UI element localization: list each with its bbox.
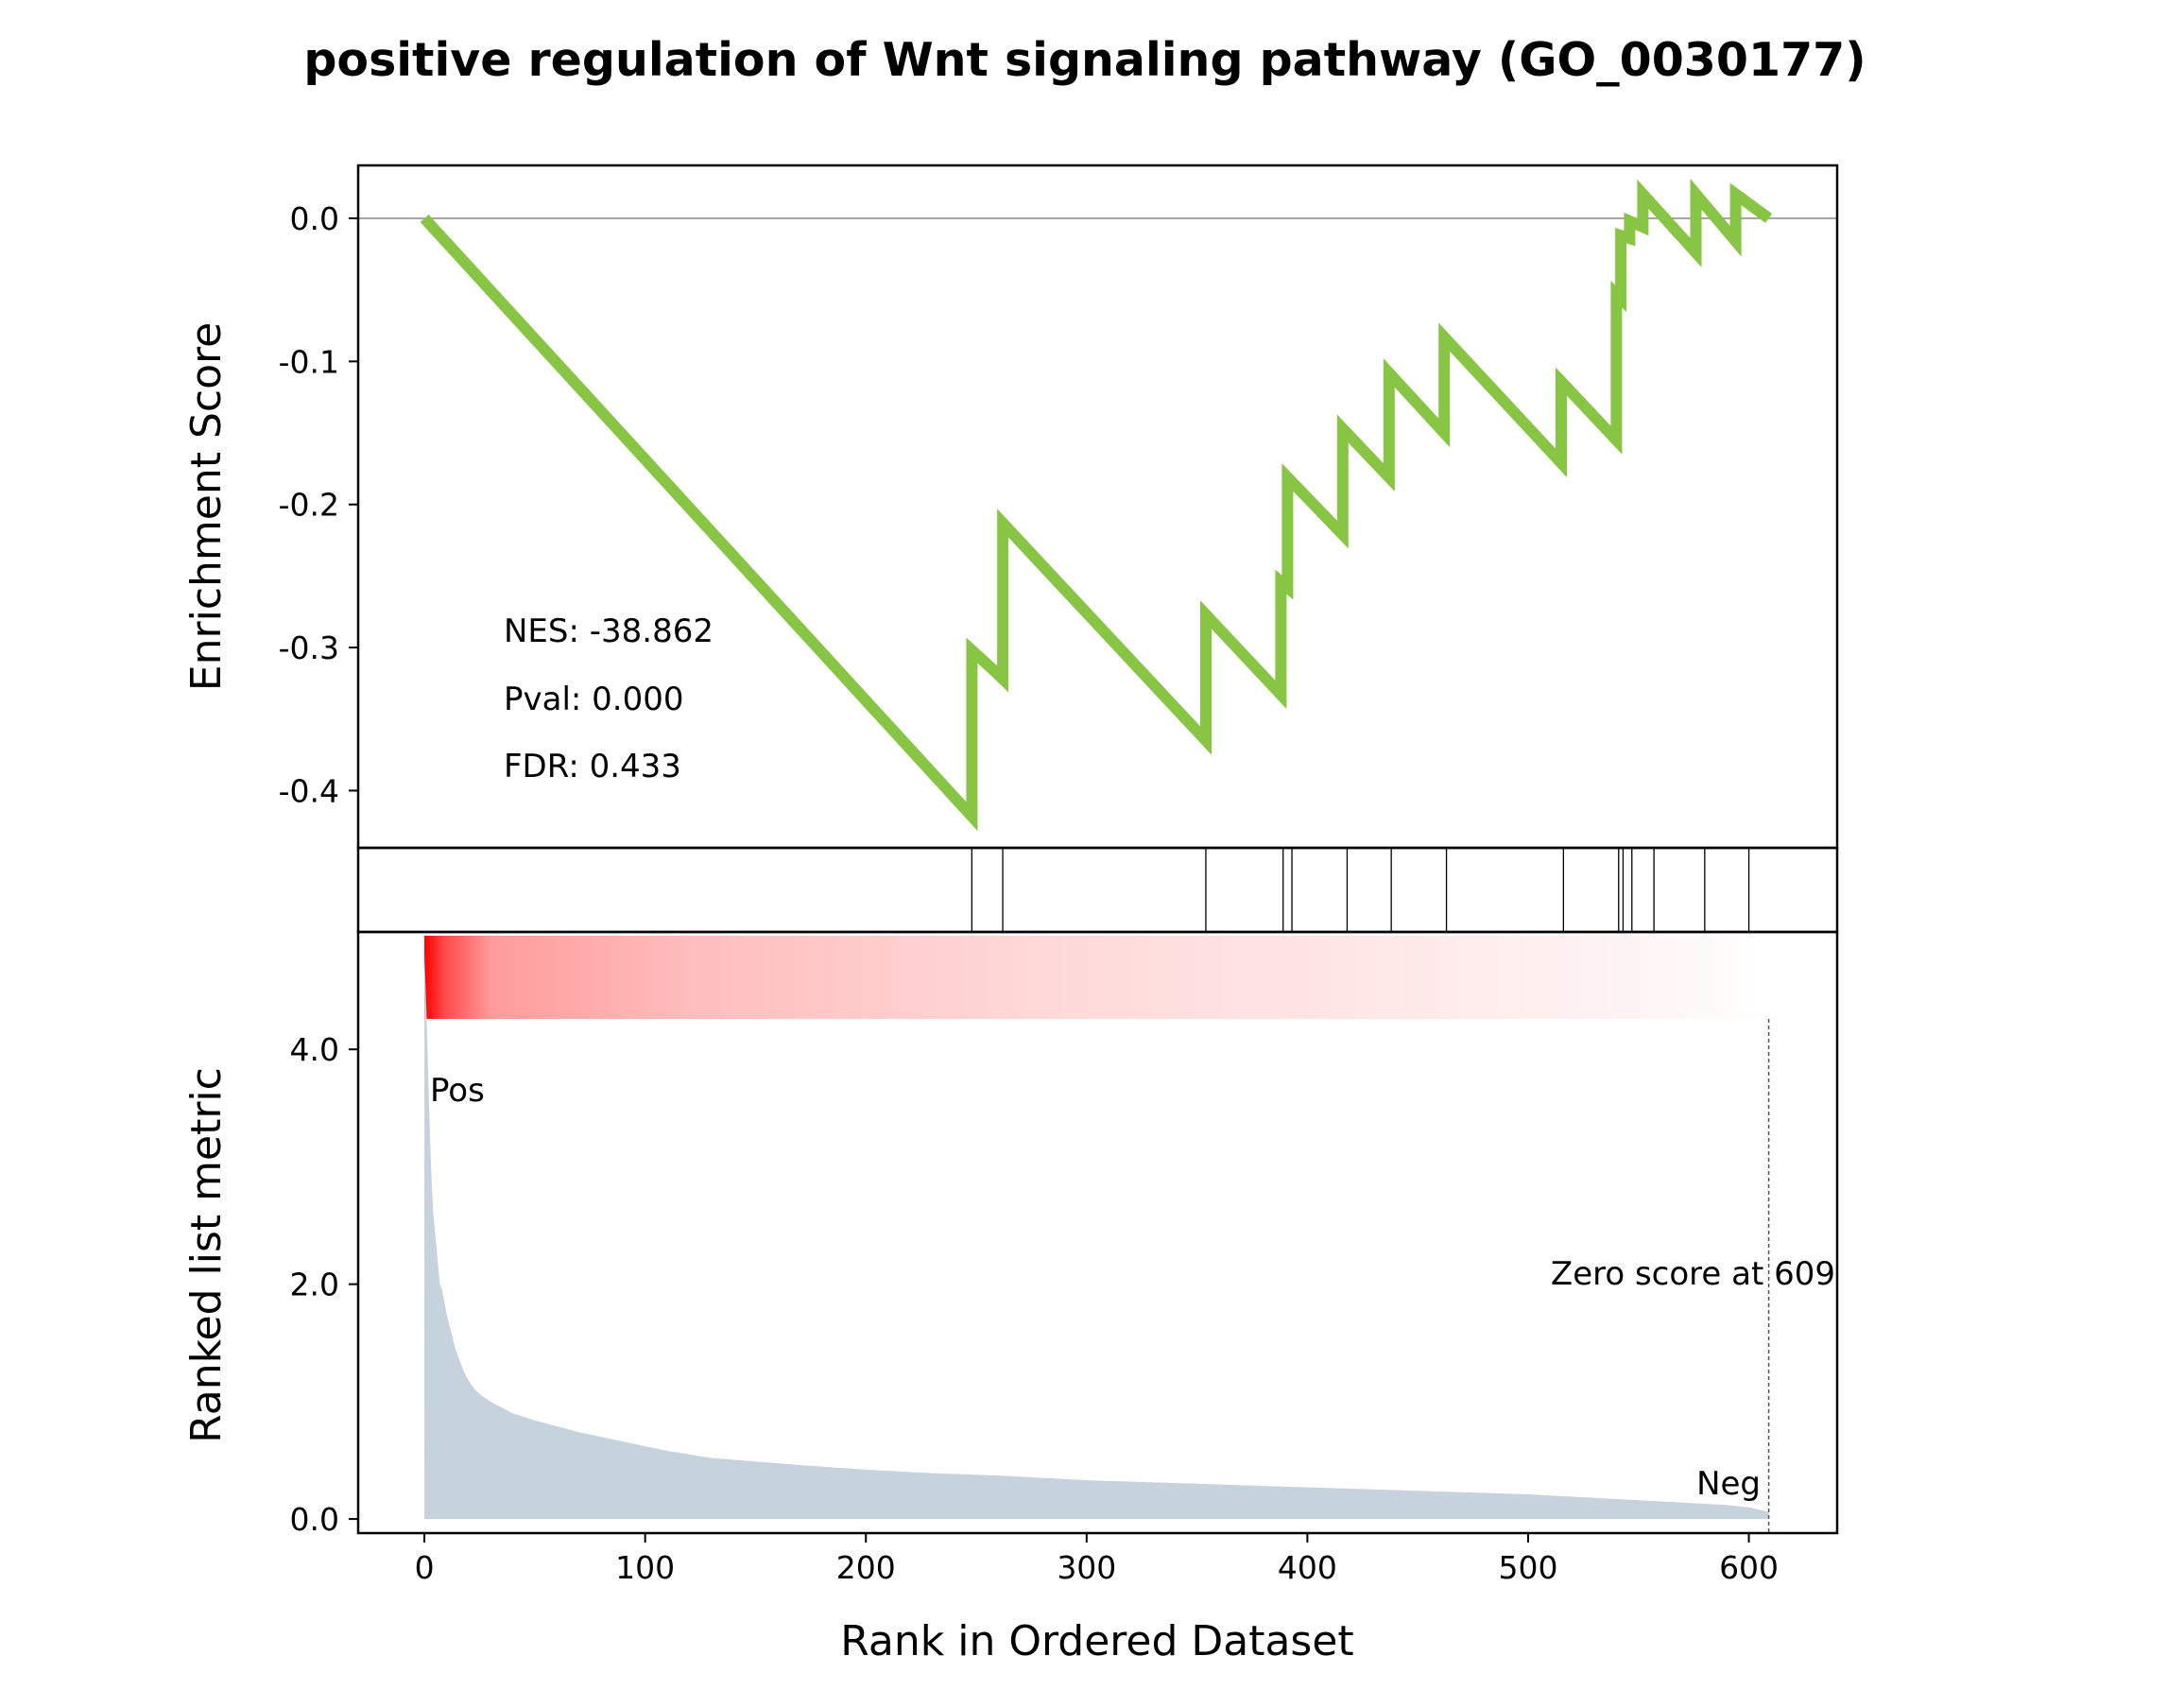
es-ytick-label: -0.4: [279, 772, 339, 809]
ranked-metric-panel: Pos Neg Zero score at 609 0.0 2.0 4.0 Rank…: [182, 930, 1839, 1538]
rm-ytick-label: 4.0: [290, 1031, 339, 1068]
chart-title: positive regulation of Wnt signaling pat…: [303, 33, 1866, 87]
x-tick-label: 400: [1278, 1549, 1337, 1586]
hits-frame: [356, 846, 1839, 934]
enrichment-score-line: [420, 178, 1773, 832]
pval-label: Pval: 0.000: [504, 681, 684, 718]
ranked-metric-ylabel: Ranked list metric: [182, 1067, 231, 1443]
x-tick-label: 600: [1719, 1549, 1779, 1586]
pos-label: Pos: [430, 1072, 485, 1110]
zero-score-label: Zero score at 609: [1551, 1255, 1835, 1293]
x-tick-label: 500: [1498, 1549, 1557, 1586]
neg-label: Neg: [1696, 1465, 1761, 1503]
es-ytick-label: -0.3: [279, 629, 339, 666]
x-tick-label: 200: [836, 1549, 896, 1586]
rm-ytick-label: 2.0: [290, 1267, 339, 1303]
es-ytick-label: 0.0: [290, 200, 339, 237]
fdr-label: FDR: 0.433: [504, 748, 681, 785]
ranked-metric-frame: [356, 930, 1839, 1535]
rm-ytick-label: 0.0: [290, 1501, 339, 1538]
es-ytick-label: -0.2: [279, 487, 339, 524]
es-ytick-label: -0.1: [279, 343, 339, 380]
x-tick-label: 0: [415, 1549, 435, 1586]
ranked-metric-area: [424, 955, 1769, 1520]
hits-panel: [356, 846, 1839, 934]
x-axis-label: Rank in Ordered Dataset: [840, 1617, 1353, 1665]
enrichment-ylabel: Enrichment Score: [182, 322, 231, 691]
rank-heatmap-bar: [424, 936, 1769, 1019]
x-axis: 0 100 200 300 400 500 600: [415, 1533, 1779, 1586]
x-tick-label: 100: [615, 1549, 675, 1586]
enrichment-panel: 0.0 -0.1 -0.2 -0.3 -0.4 NES: -38.862 Pval: 0…: [182, 164, 1839, 850]
x-tick-label: 300: [1057, 1549, 1116, 1586]
nes-label: NES: -38.862: [504, 612, 714, 650]
